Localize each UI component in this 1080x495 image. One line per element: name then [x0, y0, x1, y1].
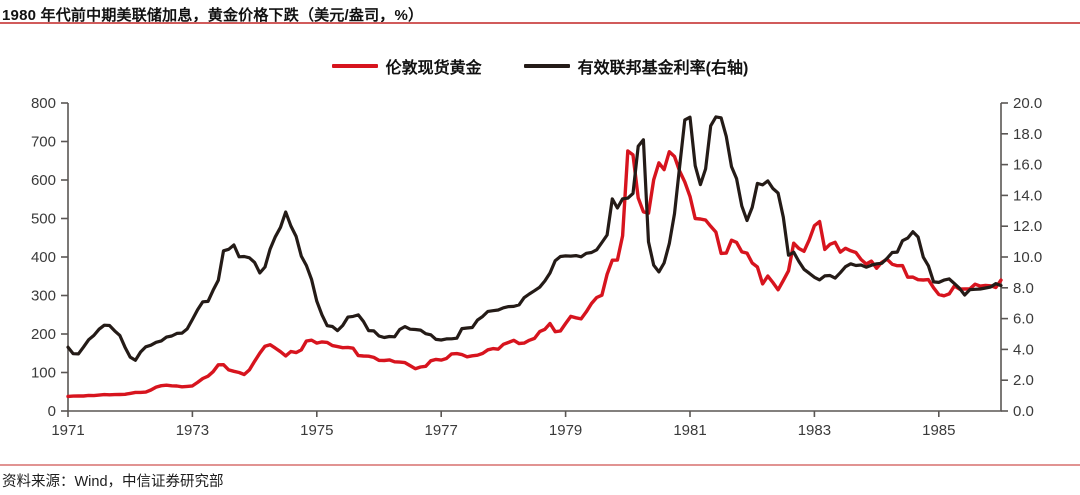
right-axis-tick-label: 6.0	[1013, 311, 1034, 328]
left-axis-tick-label: 500	[31, 211, 56, 228]
legend: 伦敦现货黄金 有效联邦基金利率(右轴)	[0, 54, 1080, 78]
left-axis-tick-label: 0	[48, 403, 56, 420]
right-axis-tick-label: 2.0	[1013, 372, 1034, 389]
right-axis-tick-label: 8.0	[1013, 280, 1034, 297]
right-axis-tick-label: 12.0	[1013, 218, 1042, 235]
left-axis-tick-label: 100	[31, 365, 56, 382]
legend-item-fedfunds: 有效联邦基金利率(右轴)	[523, 54, 749, 78]
fedfunds-line-swatch-icon	[523, 64, 570, 68]
footer-divider	[0, 464, 1080, 466]
x-axis-tick-label: 1981	[673, 422, 706, 439]
title-underline	[0, 22, 1080, 24]
right-axis-tick-label: 0.0	[1013, 403, 1034, 420]
left-axis-tick-label: 200	[31, 326, 56, 343]
right-axis-tick-label: 4.0	[1013, 341, 1034, 358]
fed-funds-rate-line	[66, 115, 1003, 362]
right-axis-tick-label: 18.0	[1013, 126, 1042, 143]
left-axis-tick-label: 400	[31, 249, 56, 266]
x-axis-tick-label: 1979	[549, 422, 582, 439]
legend-label-gold: 伦敦现货黄金	[385, 60, 482, 77]
left-axis-tick-label: 700	[31, 134, 56, 151]
chart-title: 1980 年代前中期美联储加息，黄金价格下跌（美元/盎司，%）	[2, 7, 424, 24]
source-note: 资料来源：Wind，中信证券研究部	[2, 474, 224, 490]
right-axis-tick-label: 10.0	[1013, 249, 1042, 266]
left-axis-tick-label: 600	[31, 172, 56, 189]
right-axis-tick-label: 14.0	[1013, 187, 1042, 204]
x-axis-tick-label: 1975	[300, 422, 333, 439]
x-axis-tick-label: 1977	[425, 422, 458, 439]
x-axis-tick-label: 1983	[798, 422, 831, 439]
gold-price-line	[66, 149, 1003, 399]
left-axis-tick-label: 300	[31, 288, 56, 305]
x-axis-tick-label: 1973	[176, 422, 209, 439]
x-axis-tick-label: 1971	[51, 422, 84, 439]
right-axis-tick-label: 16.0	[1013, 157, 1042, 174]
x-axis-tick-label: 1985	[922, 422, 955, 439]
left-axis-tick-label: 800	[31, 95, 56, 112]
legend-item-gold: 伦敦现货黄金	[331, 54, 482, 78]
legend-label-fedfunds: 有效联邦基金利率(右轴)	[577, 60, 749, 77]
right-axis-tick-label: 20.0	[1013, 95, 1042, 112]
gold-line-swatch-icon	[331, 64, 378, 68]
